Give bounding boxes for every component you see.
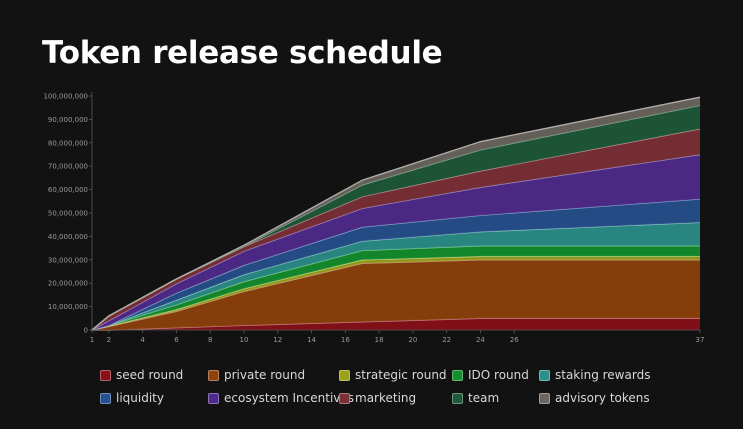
legend-swatch	[539, 392, 550, 404]
legend-label: ecosystem Incentives	[224, 391, 355, 405]
x-tick-label: 10	[240, 336, 249, 344]
y-tick-label: 60,000,000	[48, 186, 88, 194]
legend-label: staking rewards	[555, 368, 651, 382]
legend-item-advisory-tokens[interactable]: advisory tokens	[539, 391, 659, 405]
legend-label: seed round	[116, 368, 184, 382]
x-tick-label: 12	[273, 336, 282, 344]
legend-swatch	[452, 392, 463, 404]
area-liquidity	[92, 198, 700, 330]
legend-label: advisory tokens	[555, 391, 650, 405]
legend-item-seed-round[interactable]: seed round	[100, 368, 208, 382]
legend-item-ido-round[interactable]: IDO round	[452, 368, 539, 382]
x-tick-label: 18	[375, 336, 384, 344]
area-ecosystem-incentives	[92, 154, 700, 330]
x-tick-label: 8	[208, 336, 212, 344]
legend-swatch	[100, 392, 111, 404]
legend-swatch	[100, 369, 111, 381]
legend-swatch	[452, 369, 463, 381]
legend-item-marketing[interactable]: marketing	[339, 391, 452, 405]
x-tick-label: 37	[696, 336, 705, 344]
chart-legend: seed round private round strategic round ID…	[100, 368, 720, 405]
x-tick-label: 20	[408, 336, 417, 344]
legend-swatch	[208, 392, 219, 404]
legend-label: liquidity	[116, 391, 164, 405]
area-ido-round	[92, 245, 700, 330]
x-tick-label: 2	[107, 336, 111, 344]
x-tick-label: 4	[140, 336, 145, 344]
x-tick-label: 22	[442, 336, 451, 344]
legend-label: private round	[224, 368, 306, 382]
area-seed-round	[92, 318, 700, 330]
line-advisory-tokens	[91, 96, 701, 331]
y-tick-label: 20,000,000	[48, 280, 88, 288]
y-tick-label: 10,000,000	[48, 303, 88, 311]
legend-item-private-round[interactable]: private round	[208, 368, 339, 382]
legend-item-staking-rewards[interactable]: staking rewards	[539, 368, 659, 382]
legend-swatch	[208, 369, 219, 381]
x-tick-label: 14	[307, 336, 316, 344]
legend-swatch	[539, 369, 550, 381]
area-marketing	[92, 128, 700, 330]
legend-label: marketing	[355, 391, 417, 405]
legend-label: IDO round	[468, 368, 529, 382]
area-staking-rewards	[92, 222, 700, 330]
y-tick-label: 0	[84, 327, 88, 335]
legend-label: strategic round	[355, 368, 447, 382]
legend-label: team	[468, 391, 500, 405]
y-tick-label: 40,000,000	[48, 233, 88, 241]
y-tick-label: 90,000,000	[48, 116, 88, 124]
y-tick-label: 80,000,000	[48, 139, 88, 147]
legend-item-ecosystem-incentives[interactable]: ecosystem Incentives	[208, 391, 354, 405]
y-tick-label: 100,000,000	[43, 93, 88, 101]
y-tick-label: 50,000,000	[48, 210, 88, 218]
legend-item-strategic-round[interactable]: strategic round	[339, 368, 452, 382]
x-tick-label: 6	[174, 336, 179, 344]
legend-swatch	[339, 392, 350, 404]
x-tick-label: 26	[510, 336, 519, 344]
x-tick-label: 24	[476, 336, 485, 344]
legend-item-liquidity[interactable]: liquidity	[100, 391, 208, 405]
area-private-round	[92, 259, 700, 330]
chart-title: Token release schedule	[42, 35, 443, 71]
y-tick-label: 30,000,000	[48, 256, 88, 264]
legend-item-team[interactable]: team	[452, 391, 539, 405]
legend-swatch	[339, 369, 350, 381]
x-tick-label: 16	[341, 336, 350, 344]
area-team	[92, 105, 700, 330]
x-tick-label: 1	[90, 336, 94, 344]
y-tick-label: 70,000,000	[48, 163, 88, 171]
